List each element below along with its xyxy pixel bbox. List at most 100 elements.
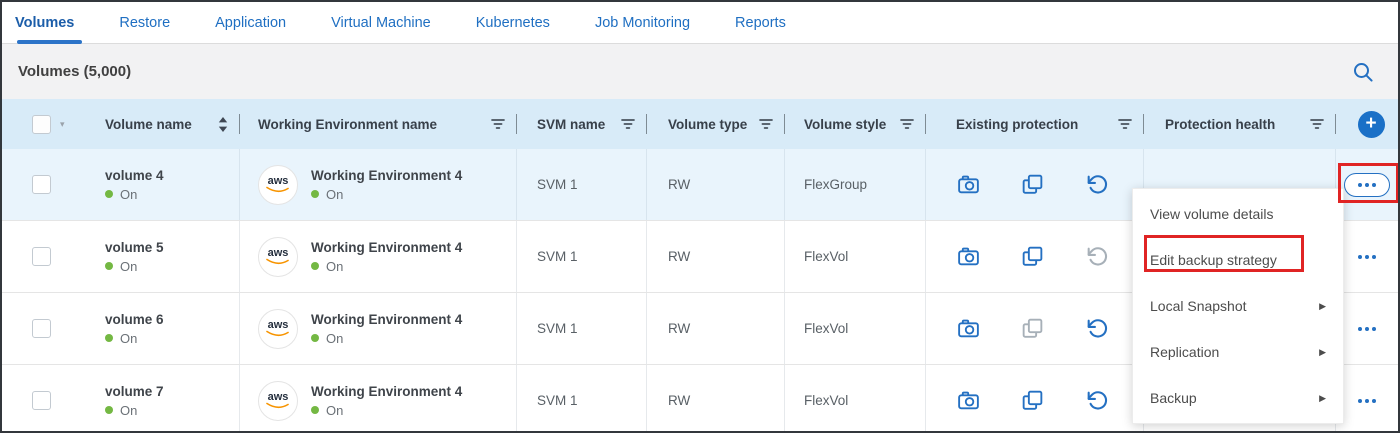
tab-label: Restore [119,14,171,31]
copy-volume-icon[interactable] [1020,388,1045,413]
header-actions-cell: + [1336,99,1398,149]
header-label: Protection health [1165,116,1276,132]
aws-logo-text: aws [267,390,289,403]
status-on-dot [311,262,319,270]
svm-name: SVM 1 [537,321,578,336]
volume-style: FlexVol [804,321,849,336]
volume-type: RW [668,321,691,336]
menu-item-edit-backup-strategy[interactable]: Edit backup strategy [1133,237,1343,283]
submenu-arrow-icon: ▶ [1319,300,1326,311]
status-label: On [120,330,138,346]
row-checkbox[interactable] [32,175,51,194]
menu-item-label: Backup [1150,390,1197,406]
menu-item-view-volume-details[interactable]: View volume details [1133,191,1343,237]
copy-volume-icon[interactable] [1020,316,1045,341]
volume-type: RW [668,249,691,264]
aws-provider-icon: aws [258,164,298,205]
header-protection-health[interactable]: Protection health [1144,99,1336,149]
copy-volume-icon[interactable] [1020,172,1045,197]
row-checkbox[interactable] [32,391,51,410]
volume-name[interactable]: volume 6 [105,311,164,327]
status-on-dot [105,190,113,198]
aws-smile-icon [266,330,289,336]
menu-item-backup[interactable]: Backup ▶ [1133,375,1343,421]
row-actions-menu-button[interactable] [1344,172,1390,197]
snapshot-camera-icon[interactable] [956,172,981,197]
tab-job-monitoring[interactable]: Job Monitoring [595,2,690,44]
status-on-dot [311,334,319,342]
table-row-volume-4: volume 4 On aws Working Environment 4 On… [2,149,1398,221]
working-environment-name[interactable]: Working Environment 4 [311,167,463,183]
tab-volumes[interactable]: Volumes [15,2,83,44]
header-label: Existing protection [956,116,1079,132]
working-environment-name[interactable]: Working Environment 4 [311,383,463,399]
submenu-arrow-icon: ▶ [1319,346,1326,357]
tab-label: Volumes [15,14,75,31]
volume-name[interactable]: volume 4 [105,167,164,183]
volume-name[interactable]: volume 7 [105,383,164,399]
filter-icon[interactable] [621,118,635,130]
status-label: On [120,186,138,202]
working-environment-name[interactable]: Working Environment 4 [311,311,463,327]
header-checkbox-cell: ▾ [2,99,90,149]
tab-application[interactable]: Application [215,2,286,44]
status-label: On [326,258,344,274]
sort-icon[interactable] [218,116,228,132]
row-actions-menu-button[interactable] [1358,398,1376,403]
restore-icon[interactable] [1084,244,1109,269]
svm-name: SVM 1 [537,249,578,264]
status-label: On [120,258,138,274]
header-volume-style[interactable]: Volume style [785,99,926,149]
restore-icon[interactable] [1084,388,1109,413]
row-checkbox[interactable] [32,319,51,338]
select-all-checkbox[interactable] [32,114,51,134]
header-label: Working Environment name [258,116,438,132]
snapshot-camera-icon[interactable] [956,244,981,269]
select-menu-caret-icon[interactable]: ▾ [60,118,65,129]
snapshot-camera-icon[interactable] [956,388,981,413]
table-header: ▾ Volume name Working Environment name S… [2,99,1398,149]
header-volume-type[interactable]: Volume type [647,99,785,149]
volumes-toolbar: Volumes (5,000) [2,44,1398,99]
header-label: Volume style [804,116,887,132]
volume-style: FlexVol [804,249,849,264]
tab-reports[interactable]: Reports [735,2,786,44]
header-label: SVM name [537,116,606,132]
row-checkbox[interactable] [32,247,51,266]
volume-style: FlexVol [804,393,849,408]
working-environment-name[interactable]: Working Environment 4 [311,239,463,255]
tab-label: Reports [735,14,786,31]
status-on-dot [311,406,319,414]
tab-kubernetes[interactable]: Kubernetes [476,2,550,44]
page-title: Volumes (5,000) [18,63,132,80]
filter-icon[interactable] [491,118,505,130]
volume-name[interactable]: volume 5 [105,239,164,255]
row-actions-menu-button[interactable] [1358,254,1376,259]
row-actions-menu-button[interactable] [1358,326,1376,331]
restore-icon[interactable] [1084,316,1109,341]
filter-icon[interactable] [900,118,914,130]
restore-icon[interactable] [1084,172,1109,197]
aws-logo-text: aws [267,318,289,331]
search-icon[interactable] [1350,59,1376,85]
header-working-environment[interactable]: Working Environment name [240,99,517,149]
filter-icon[interactable] [759,118,773,130]
aws-provider-icon: aws [258,236,298,277]
filter-icon[interactable] [1310,118,1324,130]
header-volume-name[interactable]: Volume name [90,99,240,149]
header-svm-name[interactable]: SVM name [517,99,647,149]
snapshot-camera-icon[interactable] [956,316,981,341]
tab-virtual-machine[interactable]: Virtual Machine [331,2,431,44]
filter-icon[interactable] [1118,118,1132,130]
tab-restore[interactable]: Restore [119,2,170,44]
menu-item-replication[interactable]: Replication ▶ [1133,329,1343,375]
aws-logo-text: aws [267,246,289,259]
protection-health-cell [1144,149,1336,220]
copy-volume-icon[interactable] [1020,244,1045,269]
add-column-button[interactable]: + [1357,110,1385,138]
menu-item-local-snapshot[interactable]: Local Snapshot ▶ [1133,283,1343,329]
aws-smile-icon [266,402,289,408]
status-label: On [326,402,344,418]
header-existing-protection[interactable]: Existing protection [926,99,1144,149]
